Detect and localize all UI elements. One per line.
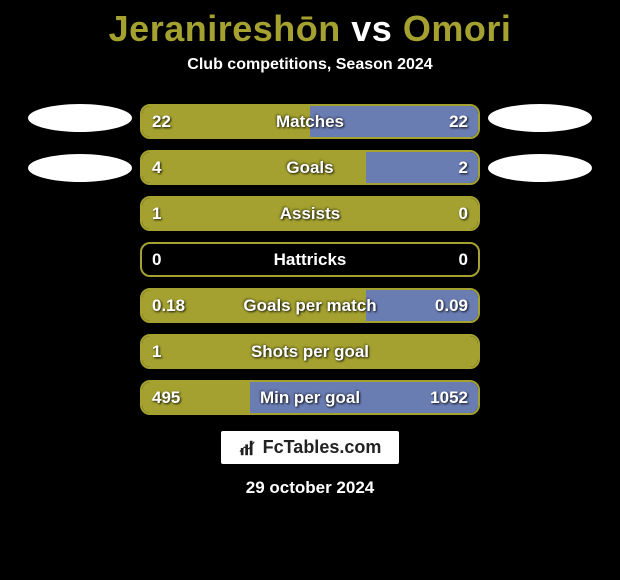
team-logo-placeholder	[28, 104, 132, 132]
team-logo-placeholder	[488, 104, 592, 132]
title-right-player: Omori	[403, 8, 512, 49]
stat-label: Min per goal	[142, 382, 478, 413]
team-logo-placeholder	[28, 154, 132, 182]
stat-row: 4Goals2	[140, 150, 480, 185]
stat-row: 22Matches22	[140, 104, 480, 139]
stat-row: 0Hattricks0	[140, 242, 480, 277]
title-vs: vs	[351, 8, 392, 49]
date-text: 29 october 2024	[246, 478, 375, 498]
stat-label: Goals per match	[142, 290, 478, 321]
subtitle: Club competitions, Season 2024	[187, 56, 432, 74]
left-logo-column	[20, 104, 140, 182]
stat-value-right: 1052	[430, 382, 468, 413]
stat-label: Hattricks	[142, 244, 478, 275]
branding-text: FcTables.com	[263, 437, 382, 458]
stat-bars-column: 22Matches224Goals21Assists00Hattricks00.…	[140, 104, 480, 415]
team-logo-placeholder	[488, 154, 592, 182]
branding-badge[interactable]: FcTables.com	[221, 431, 400, 464]
stat-label: Matches	[142, 106, 478, 137]
stat-value-right: 0.09	[435, 290, 468, 321]
stat-value-right: 0	[459, 198, 468, 229]
stat-row: 495Min per goal1052	[140, 380, 480, 415]
stat-row: 1Shots per goal	[140, 334, 480, 369]
stat-value-right: 22	[449, 106, 468, 137]
comparison-title: Jeranireshōn vs Omori	[109, 8, 512, 50]
stat-row: 0.18Goals per match0.09	[140, 288, 480, 323]
stat-value-right: 0	[459, 244, 468, 275]
right-logo-column	[480, 104, 600, 182]
stat-value-right: 2	[459, 152, 468, 183]
stat-label: Assists	[142, 198, 478, 229]
title-left-player: Jeranireshōn	[109, 8, 341, 49]
stat-row: 1Assists0	[140, 196, 480, 231]
stats-area: 22Matches224Goals21Assists00Hattricks00.…	[0, 104, 620, 415]
stat-label: Shots per goal	[142, 336, 478, 367]
bar-chart-icon	[239, 439, 257, 457]
stat-label: Goals	[142, 152, 478, 183]
